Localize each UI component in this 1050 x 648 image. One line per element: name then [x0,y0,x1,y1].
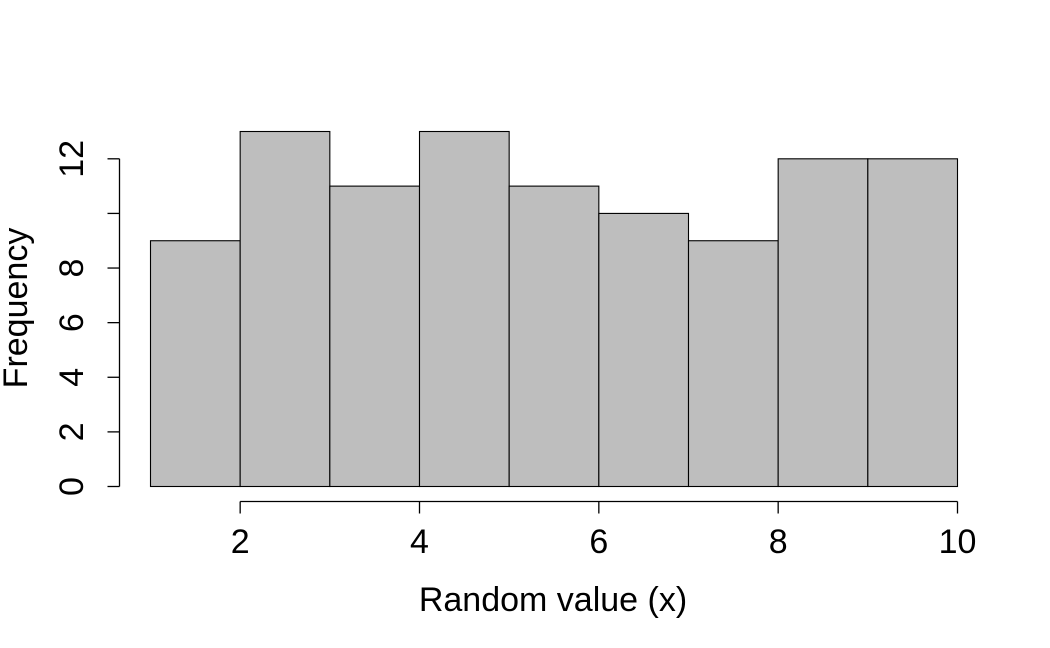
histogram-bar-9 [867,158,959,488]
histogram-bar-3 [329,185,421,488]
y-tick-label: 8 [53,259,91,278]
x-tick-label: 6 [589,523,608,561]
x-tick-label: 8 [769,523,788,561]
x-axis: 2 4 6 8 10 [231,500,977,561]
y-tick-label: 2 [53,422,91,441]
y-tick-label: 6 [53,313,91,332]
y-axis: 0 2 4 6 8 12 [53,140,121,496]
x-tick-label: 10 [939,523,977,561]
histogram-bar-8 [777,158,869,488]
y-tick-label: 0 [53,477,91,496]
x-tick-label: 4 [410,523,429,561]
histogram-bar-2 [239,130,331,488]
histogram-bar-1 [149,240,241,488]
x-axis-title: Random value (x) [419,581,687,619]
histogram-bar-6 [598,212,690,488]
y-tick-label: 4 [53,368,91,387]
y-axis-title: Frequency [0,228,35,389]
y-tick-label: 12 [53,140,91,178]
x-tick-label: 2 [231,523,250,561]
histogram-bar-4 [418,130,510,488]
histogram-bars [149,130,959,488]
histogram-bar-7 [687,240,779,488]
histogram-bar-5 [508,185,600,488]
